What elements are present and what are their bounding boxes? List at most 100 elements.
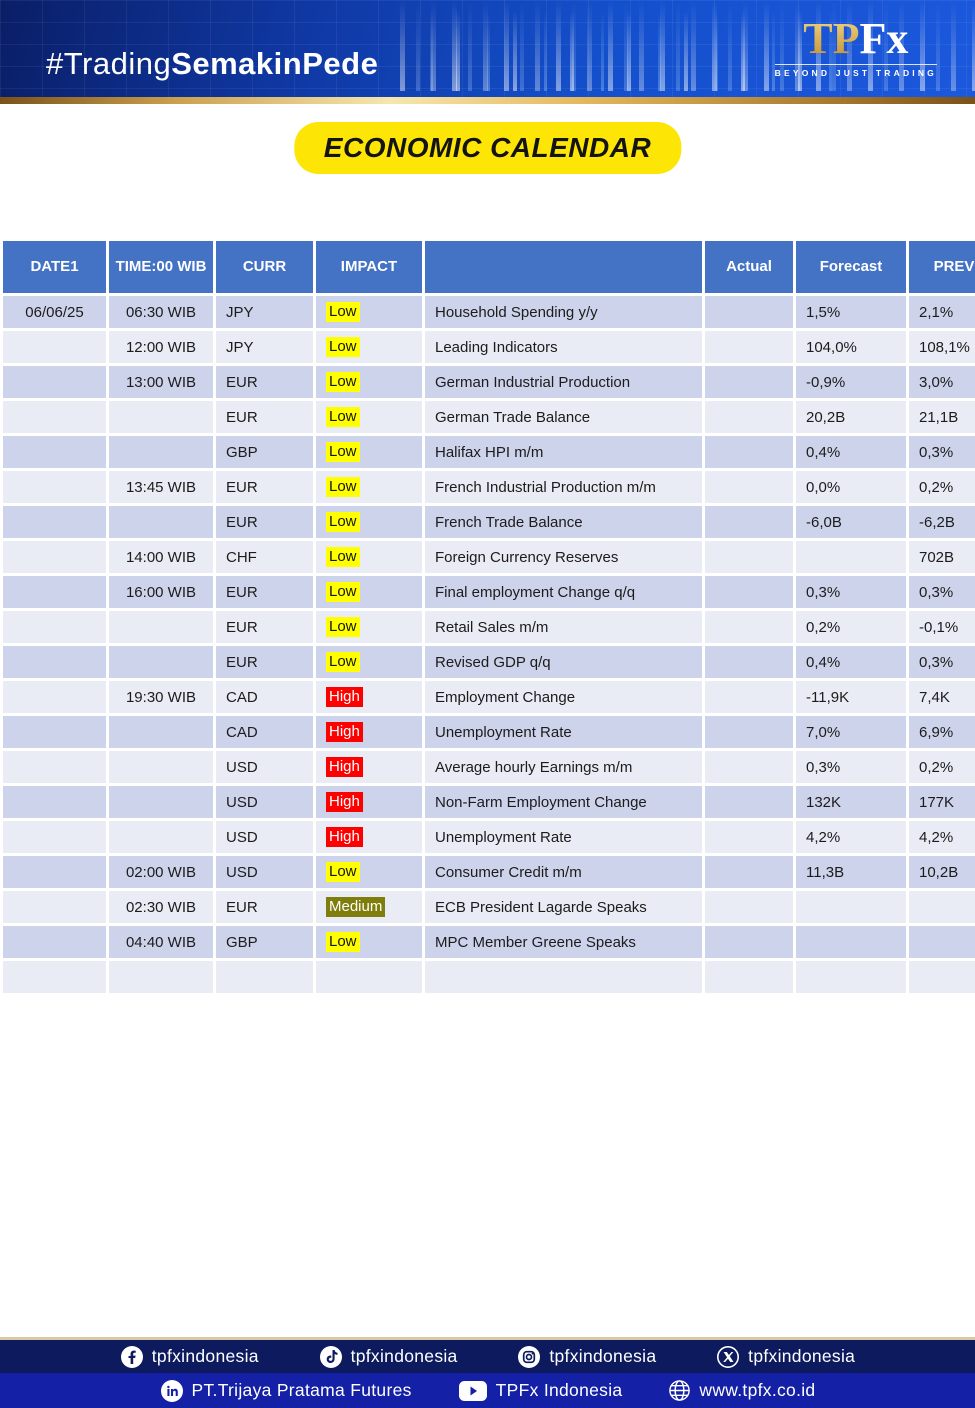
- cell-time: 16:00 WIB: [109, 576, 213, 608]
- cell-prev: 4,2%: [909, 821, 975, 853]
- social-label: PT.Trijaya Pratama Futures: [191, 1380, 412, 1400]
- column-header-prev: PREV: [909, 241, 975, 293]
- impact-badge-medium: Medium: [326, 897, 386, 917]
- tiktok-icon: [319, 1345, 343, 1369]
- cell-time: 19:30 WIB: [109, 681, 213, 713]
- cell-curr: GBP: [216, 926, 313, 958]
- cell-prev: 0,3%: [909, 646, 975, 678]
- cell-event: Non-Farm Employment Change: [425, 786, 702, 818]
- table-row: 06/06/25 06:30 WIB JPY Low Household Spendin…: [3, 296, 975, 328]
- impact-badge-low: Low: [326, 547, 360, 567]
- cell-actual: [705, 821, 793, 853]
- cell-curr: EUR: [216, 506, 313, 538]
- table-row: GBP Low Halifax HPI m/m 0,4% 0,3%: [3, 436, 975, 468]
- column-header-time-00-wib: TIME:00 WIB: [109, 241, 213, 293]
- cell-impact: Low: [316, 926, 422, 958]
- cell-impact: High: [316, 821, 422, 853]
- cell-event: Foreign Currency Reserves: [425, 541, 702, 573]
- table-row: EUR Low German Trade Balance 20,2B 21,1B: [3, 401, 975, 433]
- x-icon: [716, 1345, 740, 1369]
- social-link-facebook[interactable]: tpfxindonesia: [120, 1345, 259, 1369]
- cell-curr: EUR: [216, 576, 313, 608]
- column-header-forecast: Forecast: [796, 241, 906, 293]
- cell-forecast: [796, 541, 906, 573]
- footer-social-row: tpfxindonesia tpfxindonesia tpfxindonesia t…: [0, 1337, 975, 1373]
- page-title-pill: ECONOMIC CALENDAR: [293, 122, 682, 174]
- logo-tp-gold: TP: [803, 14, 860, 63]
- top-banner: #TradingSemakinPede TPFx BEYOND JUST TRA…: [0, 0, 975, 97]
- cell-forecast: 0,4%: [796, 646, 906, 678]
- cell-impact: Low: [316, 401, 422, 433]
- cell-actual: [705, 296, 793, 328]
- cell-time: [109, 646, 213, 678]
- table-header-row: DATE1 TIME:00 WIB CURR IMPACT Actual Forecast…: [3, 241, 975, 293]
- cell-date: [3, 506, 106, 538]
- cell-prev: -6,2B: [909, 506, 975, 538]
- cell-forecast: 104,0%: [796, 331, 906, 363]
- cell-date: [3, 786, 106, 818]
- cell-time: 02:30 WIB: [109, 891, 213, 923]
- table-row: EUR Low Retail Sales m/m 0,2% -0,1%: [3, 611, 975, 643]
- cell-curr: JPY: [216, 331, 313, 363]
- social-link-globe[interactable]: www.tpfx.co.id: [668, 1379, 815, 1402]
- cell-forecast: 132K: [796, 786, 906, 818]
- cell-actual: [705, 716, 793, 748]
- cell-forecast: 0,3%: [796, 576, 906, 608]
- impact-badge-low: Low: [326, 442, 360, 462]
- economic-calendar-table-wrap: DATE1 TIME:00 WIB CURR IMPACT Actual Forecast…: [0, 238, 975, 996]
- table-row: 12:00 WIB JPY Low Leading Indicators 104,0% 1…: [3, 331, 975, 363]
- gold-divider-bar: [0, 97, 975, 104]
- cell-prev: 0,2%: [909, 751, 975, 783]
- economic-calendar-table: DATE1 TIME:00 WIB CURR IMPACT Actual Forecast…: [0, 238, 975, 996]
- cell-event: Consumer Credit m/m: [425, 856, 702, 888]
- social-label: tpfxindonesia: [748, 1346, 856, 1366]
- cell-forecast: -0,9%: [796, 366, 906, 398]
- cell-prev: 0,3%: [909, 436, 975, 468]
- social-link-tiktok[interactable]: tpfxindonesia: [319, 1345, 458, 1369]
- social-link-instagram[interactable]: tpfxindonesia: [517, 1345, 656, 1369]
- cell-date: [3, 961, 106, 993]
- cell-date: [3, 541, 106, 573]
- cell-event: Final employment Change q/q: [425, 576, 702, 608]
- cell-time: 02:00 WIB: [109, 856, 213, 888]
- cell-time: [109, 821, 213, 853]
- cell-date: [3, 856, 106, 888]
- social-label: tpfxindonesia: [549, 1346, 657, 1366]
- cell-actual: [705, 576, 793, 608]
- social-link-youtube[interactable]: TPFx Indonesia: [458, 1380, 623, 1402]
- cell-prev: [909, 926, 975, 958]
- social-link-linkedin[interactable]: PT.Trijaya Pratama Futures: [160, 1379, 412, 1403]
- cell-forecast: -11,9K: [796, 681, 906, 713]
- social-link-x[interactable]: tpfxindonesia: [716, 1345, 855, 1369]
- cell-prev: 10,2B: [909, 856, 975, 888]
- cell-curr: EUR: [216, 366, 313, 398]
- cell-curr: CHF: [216, 541, 313, 573]
- cell-curr: CAD: [216, 681, 313, 713]
- cell-time: 13:45 WIB: [109, 471, 213, 503]
- cell-forecast: [796, 891, 906, 923]
- cell-event: French Industrial Production m/m: [425, 471, 702, 503]
- cell-impact: High: [316, 786, 422, 818]
- cell-curr: USD: [216, 821, 313, 853]
- youtube-icon: [458, 1380, 488, 1402]
- cell-time: 12:00 WIB: [109, 331, 213, 363]
- cell-impact: Low: [316, 856, 422, 888]
- cell-curr: JPY: [216, 296, 313, 328]
- impact-badge-low: Low: [326, 582, 360, 602]
- cell-date: [3, 751, 106, 783]
- cell-forecast: 7,0%: [796, 716, 906, 748]
- impact-badge-low: Low: [326, 652, 360, 672]
- cell-event: German Trade Balance: [425, 401, 702, 433]
- table-row: 02:00 WIB USD Low Consumer Credit m/m 11,3B 1…: [3, 856, 975, 888]
- cell-curr: USD: [216, 856, 313, 888]
- cell-time: [109, 786, 213, 818]
- cell-impact: High: [316, 716, 422, 748]
- cell-event: German Industrial Production: [425, 366, 702, 398]
- cell-event: Household Spending y/y: [425, 296, 702, 328]
- cell-forecast: 0,4%: [796, 436, 906, 468]
- hashtag-light-part: #Trading: [46, 46, 172, 81]
- cell-prev: 21,1B: [909, 401, 975, 433]
- footer: tpfxindonesia tpfxindonesia tpfxindonesia t…: [0, 1337, 975, 1408]
- cell-actual: [705, 961, 793, 993]
- column-header-event: [425, 241, 702, 293]
